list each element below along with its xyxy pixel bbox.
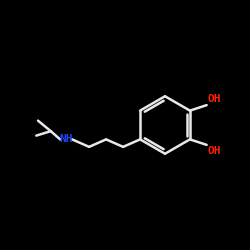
Text: OH: OH bbox=[208, 94, 222, 104]
Text: NH: NH bbox=[59, 134, 72, 143]
Text: OH: OH bbox=[208, 146, 222, 156]
